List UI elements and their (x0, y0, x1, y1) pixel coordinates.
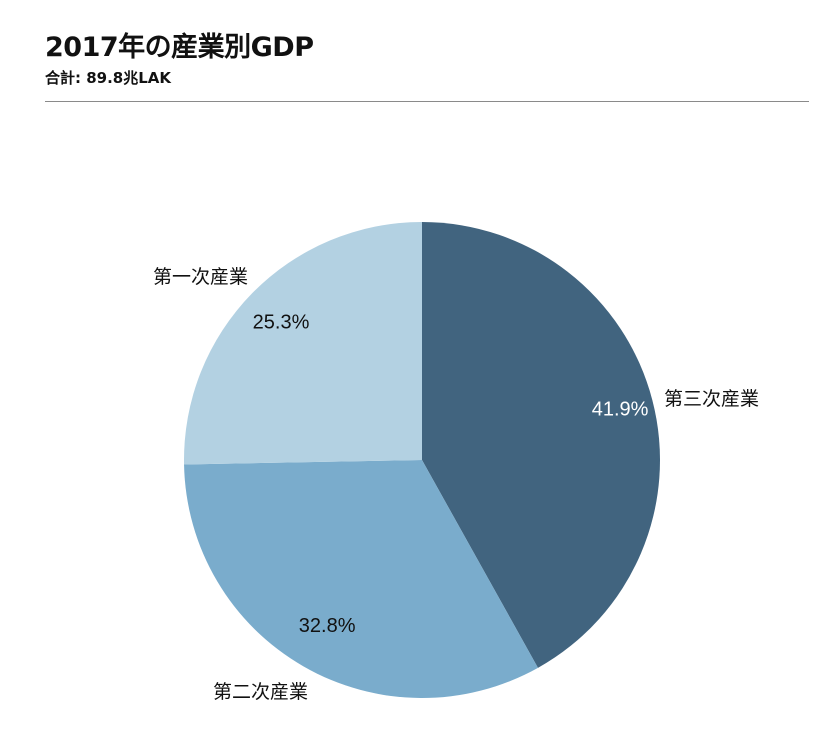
slice-value-label: 25.3% (253, 312, 310, 334)
title-divider (45, 101, 809, 102)
pie-slice (184, 460, 538, 699)
pie-slice (184, 222, 422, 465)
slice-category-label: 第一次産業 (153, 266, 248, 288)
chart-title: 2017年の産業別GDP (45, 32, 314, 63)
slice-category-label: 第二次産業 (213, 681, 308, 703)
chart-subtitle: 合計: 89.8兆LAK (45, 69, 172, 87)
slice-value-label: 32.8% (299, 615, 356, 637)
pie-slice (422, 222, 661, 668)
slice-category-label: 第三次産業 (664, 388, 759, 410)
slice-value-label: 41.9% (592, 398, 649, 420)
